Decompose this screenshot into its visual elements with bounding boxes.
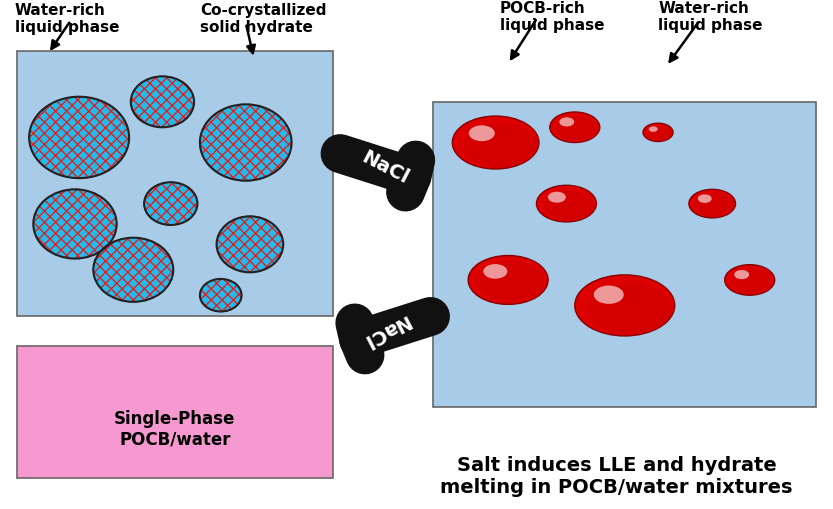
Circle shape — [478, 262, 546, 303]
Ellipse shape — [93, 238, 173, 302]
Ellipse shape — [29, 97, 129, 178]
Ellipse shape — [200, 279, 242, 312]
Circle shape — [649, 126, 658, 132]
Ellipse shape — [29, 97, 129, 178]
Ellipse shape — [200, 104, 292, 181]
Circle shape — [550, 112, 600, 143]
Circle shape — [643, 123, 673, 142]
Text: Water-rich
liquid phase: Water-rich liquid phase — [15, 3, 119, 35]
Circle shape — [575, 275, 675, 336]
Ellipse shape — [217, 216, 283, 272]
Circle shape — [594, 286, 624, 304]
Circle shape — [725, 265, 775, 295]
Ellipse shape — [144, 182, 197, 225]
Text: Salt induces LLE and hydrate
melting in POCB/water mixtures: Salt induces LLE and hydrate melting in … — [440, 456, 793, 497]
Circle shape — [734, 270, 749, 279]
Circle shape — [556, 116, 598, 142]
Text: Single-Phase
POCB/water: Single-Phase POCB/water — [114, 410, 236, 448]
Ellipse shape — [144, 182, 197, 225]
Text: Co-crystallized
solid hydrate: Co-crystallized solid hydrate — [200, 3, 327, 35]
Circle shape — [698, 194, 711, 203]
Circle shape — [452, 116, 539, 169]
Circle shape — [468, 256, 548, 304]
FancyBboxPatch shape — [17, 51, 333, 316]
Ellipse shape — [93, 238, 173, 302]
Circle shape — [695, 193, 735, 217]
Circle shape — [483, 264, 507, 279]
Ellipse shape — [131, 76, 194, 127]
Circle shape — [646, 126, 672, 141]
FancyBboxPatch shape — [433, 102, 816, 407]
Ellipse shape — [217, 216, 283, 272]
Ellipse shape — [200, 279, 242, 312]
Circle shape — [536, 185, 596, 222]
FancyBboxPatch shape — [17, 346, 333, 478]
Circle shape — [469, 125, 495, 141]
Ellipse shape — [33, 189, 117, 259]
Ellipse shape — [33, 189, 117, 259]
Circle shape — [731, 269, 774, 294]
Circle shape — [463, 123, 536, 167]
Circle shape — [544, 190, 595, 221]
Circle shape — [548, 192, 566, 203]
Circle shape — [587, 282, 672, 334]
Ellipse shape — [131, 76, 194, 127]
Circle shape — [559, 118, 574, 127]
Circle shape — [689, 189, 736, 218]
Text: POCB-rich
liquid phase: POCB-rich liquid phase — [500, 1, 604, 34]
Ellipse shape — [200, 104, 292, 181]
Text: Water-rich
liquid phase: Water-rich liquid phase — [658, 1, 762, 34]
Text: NaCl: NaCl — [358, 148, 412, 188]
Text: NaCl: NaCl — [358, 311, 412, 351]
